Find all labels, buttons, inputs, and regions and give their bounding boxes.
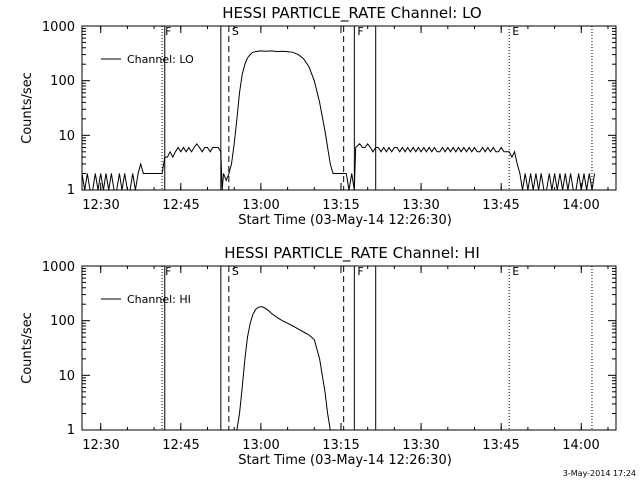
panel-lo-ytick-100: 100 <box>50 74 75 89</box>
panel-hi-event-markers: F S F E <box>161 265 593 430</box>
panel-lo-marker-label-f2: F <box>357 25 363 38</box>
panel-hi-ticks <box>82 265 616 431</box>
panel-hi: HESSI PARTICLE_RATE Channel: HI 1 10 100… <box>20 244 617 468</box>
panel-lo-legend-label: Channel: LO <box>127 53 194 66</box>
panel-lo-xtick-1245: 12:45 <box>162 198 199 213</box>
panel-lo-marker-label-f1: F <box>165 25 171 38</box>
panel-lo-xtick-1230: 12:30 <box>82 198 119 213</box>
panel-hi-x-tick-labels: 12:30 12:45 13:00 13:15 13:30 13:45 14:0… <box>82 438 599 453</box>
panel-lo-legend: Channel: LO <box>101 53 194 66</box>
panel-lo-xtick-1400: 14:00 <box>562 198 599 213</box>
panel-hi-y-tick-labels: 1 10 100 1000 <box>42 260 75 438</box>
panel-hi-ytick-1: 1 <box>67 423 75 438</box>
panel-lo-series-line <box>81 50 596 191</box>
panel-lo-y-tick-labels: 1 10 100 1000 <box>42 20 75 198</box>
panel-hi-xtick-1345: 13:45 <box>482 438 519 453</box>
panel-hi-xlabel: Start Time (03-May-14 12:26:30) <box>238 453 452 468</box>
panel-lo-ytick-1000: 1000 <box>42 20 75 35</box>
panel-hi-legend-label: Channel: HI <box>127 293 191 306</box>
panel-hi-xtick-1400: 14:00 <box>562 438 599 453</box>
panel-hi-marker-label-s: S <box>232 265 239 278</box>
panel-lo: HESSI PARTICLE_RATE Channel: LO 1 10 100… <box>20 4 617 228</box>
panel-hi-xtick-1230: 12:30 <box>82 438 119 453</box>
panel-lo-xtick-1300: 13:00 <box>242 198 279 213</box>
panel-hi-marker-label-e: E <box>512 265 519 278</box>
panel-lo-xtick-1330: 13:30 <box>402 198 439 213</box>
panel-hi-series-line <box>236 306 331 431</box>
panel-lo-marker-label-s: S <box>232 25 239 38</box>
panel-lo-ticks <box>82 25 616 191</box>
panel-hi-xtick-1315: 13:15 <box>322 438 359 453</box>
panel-hi-ytick-100: 100 <box>50 314 75 329</box>
panel-hi-title: HESSI PARTICLE_RATE Channel: HI <box>224 244 480 263</box>
panel-lo-xtick-1315: 13:15 <box>322 198 359 213</box>
panel-lo-ytick-10: 10 <box>58 129 75 144</box>
panel-lo-title: HESSI PARTICLE_RATE Channel: LO <box>222 4 481 23</box>
panel-hi-marker-label-f1: F <box>165 265 171 278</box>
panel-hi-ytick-10: 10 <box>58 369 75 384</box>
panel-hi-marker-label-f2: F <box>357 265 363 278</box>
panel-lo-ytick-1: 1 <box>67 183 75 198</box>
panel-hi-xtick-1330: 13:30 <box>402 438 439 453</box>
panel-lo-marker-label-e: E <box>512 25 519 38</box>
panel-hi-legend: Channel: HI <box>101 293 191 306</box>
panel-lo-ylabel: Counts/sec <box>20 72 35 144</box>
panel-lo-xlabel: Start Time (03-May-14 12:26:30) <box>238 213 452 228</box>
panel-lo-x-tick-labels: 12:30 12:45 13:00 13:15 13:30 13:45 14:0… <box>82 198 599 213</box>
panel-hi-plot-frame <box>81 265 617 431</box>
panel-lo-event-markers: F S F E <box>161 25 593 190</box>
panel-hi-ytick-1000: 1000 <box>42 260 75 275</box>
footer-datestamp: 3-May-2014 17:24 <box>563 469 636 478</box>
panel-hi-ylabel: Counts/sec <box>20 312 35 384</box>
panel-lo-xtick-1345: 13:45 <box>482 198 519 213</box>
panel-hi-xtick-1300: 13:00 <box>242 438 279 453</box>
panel-hi-xtick-1245: 12:45 <box>162 438 199 453</box>
